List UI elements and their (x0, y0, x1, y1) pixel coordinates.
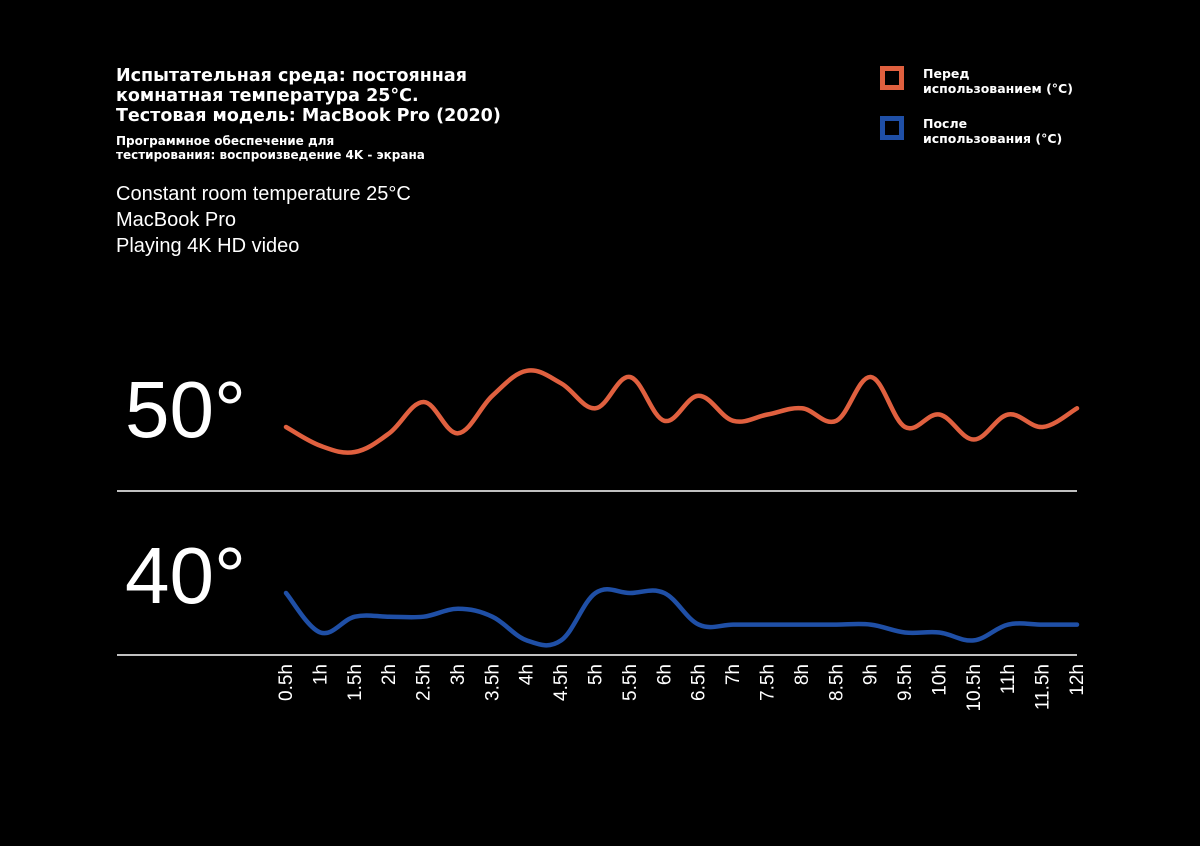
x-tick-label: 8.5h (826, 664, 847, 701)
chart-title: Испытательная среда: постоянная комнатна… (116, 66, 556, 126)
x-tick-label: 5.5h (620, 664, 641, 701)
note-line: Playing 4K HD video (116, 235, 300, 257)
legend-label-line: После (923, 116, 968, 131)
x-tick-label: 2h (379, 664, 400, 685)
legend-label-before: Перед использованием (°C) (923, 66, 1103, 96)
english-notes: Constant room temperature 25°C MacBook P… (116, 181, 411, 259)
legend-label-after: После использования (°C) (923, 116, 1103, 146)
x-tick-label: 9h (861, 664, 882, 685)
legend-label-line: Перед (923, 66, 970, 81)
x-tick-label: 3h (448, 664, 469, 685)
x-tick-label: 11.5h (1033, 664, 1054, 710)
x-tick-label: 12h (1067, 664, 1088, 696)
x-tick-label: 5h (586, 664, 607, 685)
x-tick-label: 7.5h (757, 664, 778, 701)
x-tick-label: 2.5h (414, 664, 435, 701)
subtitle-line: Программное обеспечение для (116, 134, 335, 148)
x-tick-label: 6.5h (689, 664, 710, 701)
x-tick-label: 4h (517, 664, 538, 685)
series-line-after (283, 587, 1080, 648)
legend-label-line: использованием (°C) (923, 81, 1073, 96)
legend-swatch-after (880, 116, 904, 140)
legend-swatch-before (880, 66, 904, 90)
title-line: комнатная температура 25°C. (116, 86, 419, 106)
legend-label-line: использования (°C) (923, 131, 1063, 146)
x-tick-label: 10h (929, 664, 950, 696)
x-tick-label: 4.5h (551, 664, 572, 701)
x-tick-label: 3.5h (482, 664, 503, 701)
x-tick-label: 1.5h (345, 664, 366, 701)
y-label-40: 40° (125, 531, 246, 620)
x-tick-label: 10.5h (964, 664, 985, 712)
x-tick-label: 9.5h (895, 664, 916, 701)
series-line-before (283, 368, 1080, 455)
note-line: Constant room temperature 25°C (116, 183, 411, 205)
x-tick-label: 7h (723, 664, 744, 685)
x-tick-label: 1h (310, 664, 331, 685)
title-line: Испытательная среда: постоянная (116, 66, 467, 86)
x-tick-label: 6h (654, 664, 675, 685)
note-line: MacBook Pro (116, 209, 237, 231)
chart-subtitle: Программное обеспечение для тестирования… (116, 134, 496, 162)
subtitle-line: тестирования: воспроизведение 4K - экран… (116, 148, 425, 162)
x-tick-label: 0.5h (276, 664, 297, 701)
x-tick-label: 8h (792, 664, 813, 685)
y-label-50: 50° (125, 365, 246, 454)
title-line: Тестовая модель: MacBook Pro (2020) (116, 106, 501, 126)
x-tick-label: 11h (998, 664, 1019, 694)
